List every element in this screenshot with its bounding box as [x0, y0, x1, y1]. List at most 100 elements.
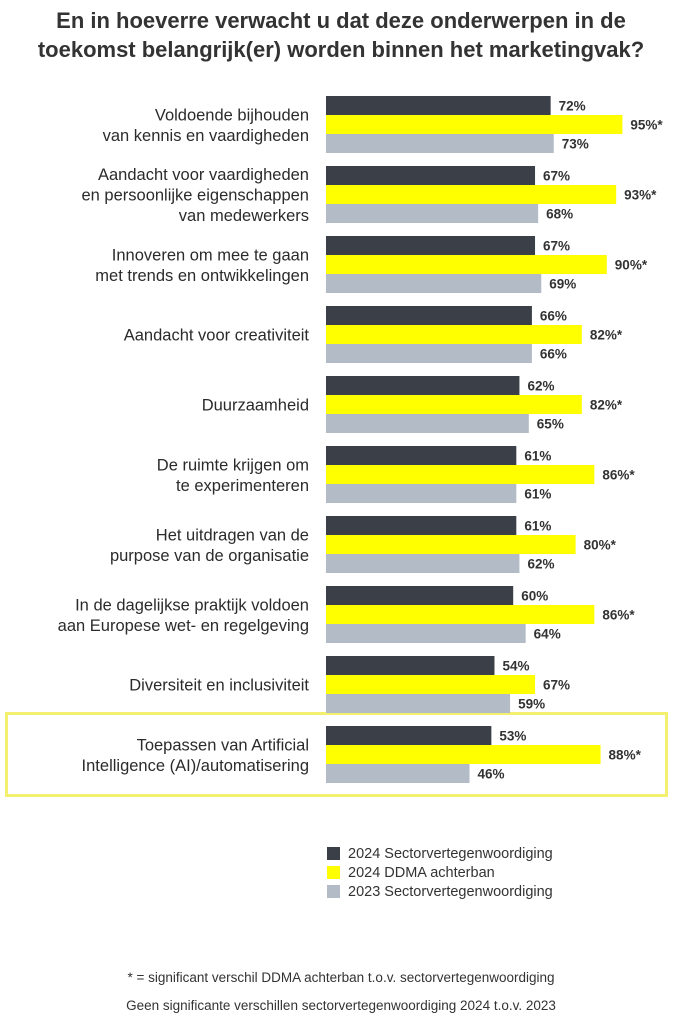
category-label-line: en persoonlijke eigenschappen	[81, 187, 309, 205]
category-label: Duurzaamheid	[202, 397, 309, 415]
category-label: Het uitdragen van de purpose van de organ…	[110, 526, 309, 565]
category-label-line: Voldoende bijhouden	[155, 106, 309, 124]
legend-label: 2024 DDMA achterban	[348, 865, 495, 881]
value-label: 80%*	[584, 538, 617, 553]
category-label-line: Innoveren om mee te gaan	[112, 246, 309, 264]
category-label: In de dagelijkse praktijk voldoen aan Eur…	[58, 596, 309, 635]
category-label: Innoveren om mee te gaan met trends en on…	[95, 246, 309, 285]
value-label: 73%	[562, 137, 589, 152]
bar	[326, 204, 539, 223]
bar	[326, 96, 551, 115]
bar	[326, 656, 495, 675]
bar	[326, 554, 520, 573]
value-label: 65%	[537, 417, 564, 432]
bar	[326, 764, 470, 783]
category-label: De ruimte krijgen om te experimenteren	[157, 456, 309, 495]
value-label: 69%	[549, 277, 576, 292]
category-label-line: Diversiteit en inclusiviteit	[129, 677, 309, 695]
bar	[326, 115, 623, 134]
category-label-line: Duurzaamheid	[202, 397, 309, 415]
bar	[326, 624, 526, 643]
bar	[326, 586, 514, 605]
value-label: 82%*	[590, 398, 623, 413]
chart-title-line-2: toekomst belangrijk(er) worden binnen he…	[37, 37, 645, 62]
bar	[326, 376, 520, 395]
value-label: 95%*	[630, 118, 663, 133]
category-label-line: De ruimte krijgen om	[157, 456, 309, 474]
bar	[326, 535, 576, 554]
value-label: 62%	[527, 557, 554, 572]
value-label: 53%	[499, 729, 526, 744]
bar	[326, 325, 582, 344]
category-label-line: In de dagelijkse praktijk voldoen	[75, 596, 309, 614]
category-label-line: purpose van de organisatie	[110, 547, 309, 565]
value-label: 67%	[543, 239, 570, 254]
bar	[326, 605, 595, 624]
value-label: 93%*	[624, 188, 657, 203]
bar	[326, 306, 532, 325]
category-label-line: van kennis en vaardigheden	[103, 127, 309, 145]
highlight-box	[5, 712, 668, 797]
category-label-line: aan Europese wet- en regelgeving	[58, 617, 309, 635]
category-label-line: Het uitdragen van de	[156, 526, 309, 544]
category-label-line: Aandacht voor vaardigheden	[98, 166, 309, 184]
bar	[326, 745, 601, 764]
category-label-line: Aandacht voor creativiteit	[124, 327, 310, 345]
legend-swatch	[327, 885, 340, 898]
bar	[326, 446, 517, 465]
legend-label: 2024 Sectorvertegenwoordiging	[348, 846, 553, 862]
bar	[326, 414, 529, 433]
bar	[326, 274, 542, 293]
value-label: 82%*	[590, 328, 623, 343]
bar	[326, 516, 517, 535]
category-label: Diversiteit en inclusiviteit	[129, 677, 309, 695]
bar	[326, 344, 532, 363]
value-label: 66%	[540, 347, 567, 362]
bar	[326, 166, 536, 185]
value-label: 86%*	[602, 608, 635, 623]
chart-title-line-1: En in hoeverre verwacht u dat deze onder…	[56, 8, 626, 33]
value-label: 67%	[543, 169, 570, 184]
category-label: Toepassen van Artificial Intelligence (AI…	[82, 736, 309, 775]
value-label: 60%	[521, 589, 548, 604]
value-label: 54%	[502, 659, 529, 674]
legend-swatch	[327, 866, 340, 879]
value-label: 88%*	[609, 748, 642, 763]
legend-label: 2023 Sectorvertegenwoordiging	[348, 884, 553, 900]
category-label-line: met trends en ontwikkelingen	[95, 267, 309, 285]
value-label: 61%	[524, 449, 551, 464]
footnote: Geen significante verschillen sectorvert…	[126, 998, 556, 1013]
value-label: 86%*	[602, 468, 635, 483]
value-label: 64%	[534, 627, 561, 642]
category-label: Voldoende bijhouden van kennis en vaardig…	[103, 106, 309, 145]
bar	[326, 484, 517, 503]
category-label: Aandacht voor creativiteit	[124, 327, 310, 345]
legend-swatch	[327, 847, 340, 860]
value-label: 61%	[524, 487, 551, 502]
bar	[326, 675, 536, 694]
category-label-line: Intelligence (AI)/automatisering	[82, 757, 309, 775]
bar	[326, 134, 554, 153]
category-label-line: Toepassen van Artificial	[137, 736, 309, 754]
value-label: 46%	[478, 767, 505, 782]
bar	[326, 236, 536, 255]
bar	[326, 395, 582, 414]
bar	[326, 185, 617, 204]
value-label: 61%	[524, 519, 551, 534]
value-label: 59%	[518, 697, 545, 712]
value-label: 66%	[540, 309, 567, 324]
bar	[326, 255, 607, 274]
bar	[326, 726, 492, 745]
category-label-line: van medewerkers	[179, 207, 309, 225]
value-label: 62%	[527, 379, 554, 394]
category-label: Aandacht voor vaardigheden en persoonlijk…	[81, 166, 309, 225]
value-label: 90%*	[615, 258, 648, 273]
value-label: 72%	[559, 99, 586, 114]
category-label-line: te experimenteren	[176, 477, 309, 495]
footnote: * = significant verschil DDMA achterban …	[127, 970, 554, 985]
value-label: 68%	[546, 207, 573, 222]
chart-title: En in hoeverre verwacht u dat deze onder…	[0, 6, 682, 64]
value-label: 67%	[543, 678, 570, 693]
bar	[326, 465, 595, 484]
